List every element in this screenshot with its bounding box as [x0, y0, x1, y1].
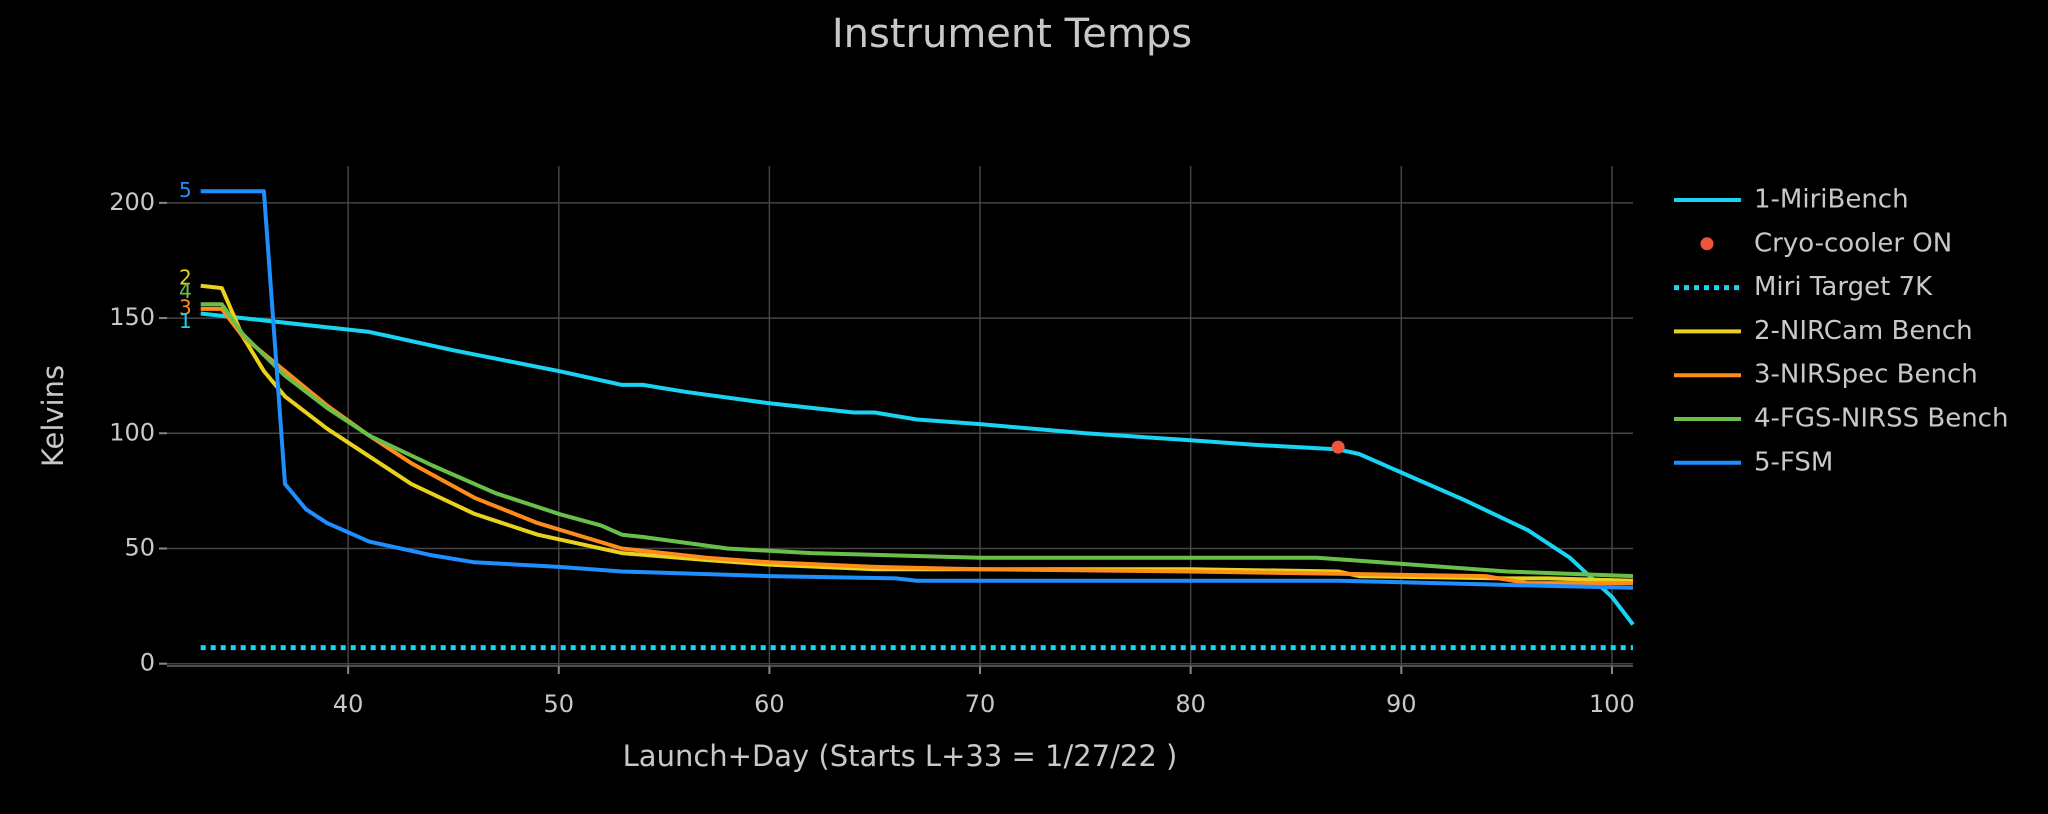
series-line [200, 189, 1634, 590]
y-tick-label: 150 [109, 303, 155, 331]
x-tick-label: 90 [1386, 690, 1417, 718]
x-axis-title: Launch+Day (Starts L+33 = 1/27/22 ) [623, 739, 1178, 773]
legend-label: Cryo-cooler ON [1754, 228, 1952, 258]
annotation: 2 [179, 265, 192, 289]
annotation: 3 [179, 295, 192, 319]
legend-label: 4-FGS-NIRSS Bench [1754, 404, 2008, 434]
legend-item: 1-MiriBench [1674, 185, 1909, 215]
annotation: 5 [179, 178, 192, 202]
x-tick-label: 60 [754, 690, 785, 718]
y-tick-label: 100 [109, 418, 155, 446]
y-tick-label: 200 [109, 188, 155, 216]
legend-item: 3-NIRSpec Bench [1674, 360, 1978, 390]
legend-label: 5-FSM [1754, 447, 1833, 477]
x-tick-label: 100 [1589, 690, 1635, 718]
legend-label: 1-MiriBench [1754, 185, 1909, 215]
x-tick-label: 70 [965, 690, 996, 718]
x-tick-label: 40 [333, 690, 364, 718]
annotation: 1 [179, 309, 192, 333]
x-tick-label: 50 [544, 690, 575, 718]
legend-marker [1700, 237, 1714, 251]
marker [1331, 440, 1345, 454]
legend-label: Miri Target 7K [1754, 272, 1933, 302]
legend-label: 2-NIRCam Bench [1754, 316, 1973, 346]
annotation: 4 [179, 279, 192, 303]
series-line [200, 306, 1633, 586]
legend-item: Miri Target 7K [1674, 272, 1933, 302]
series-line [200, 302, 1634, 579]
legend-item: 5-FSM [1674, 447, 1833, 477]
y-tick-label: 0 [140, 649, 155, 677]
y-axis-title: Kelvins [36, 365, 70, 467]
x-tick-label: 80 [1175, 690, 1206, 718]
legend-label: 3-NIRSpec Bench [1754, 360, 1978, 390]
y-tick-label: 50 [124, 533, 155, 561]
legend-item: 2-NIRCam Bench [1674, 316, 1973, 346]
legend-item: 4-FGS-NIRSS Bench [1674, 404, 2008, 434]
series-line [200, 311, 1635, 626]
chart-title: Instrument Temps [832, 11, 1192, 57]
legend-item: Cryo-cooler ON [1700, 228, 1952, 258]
